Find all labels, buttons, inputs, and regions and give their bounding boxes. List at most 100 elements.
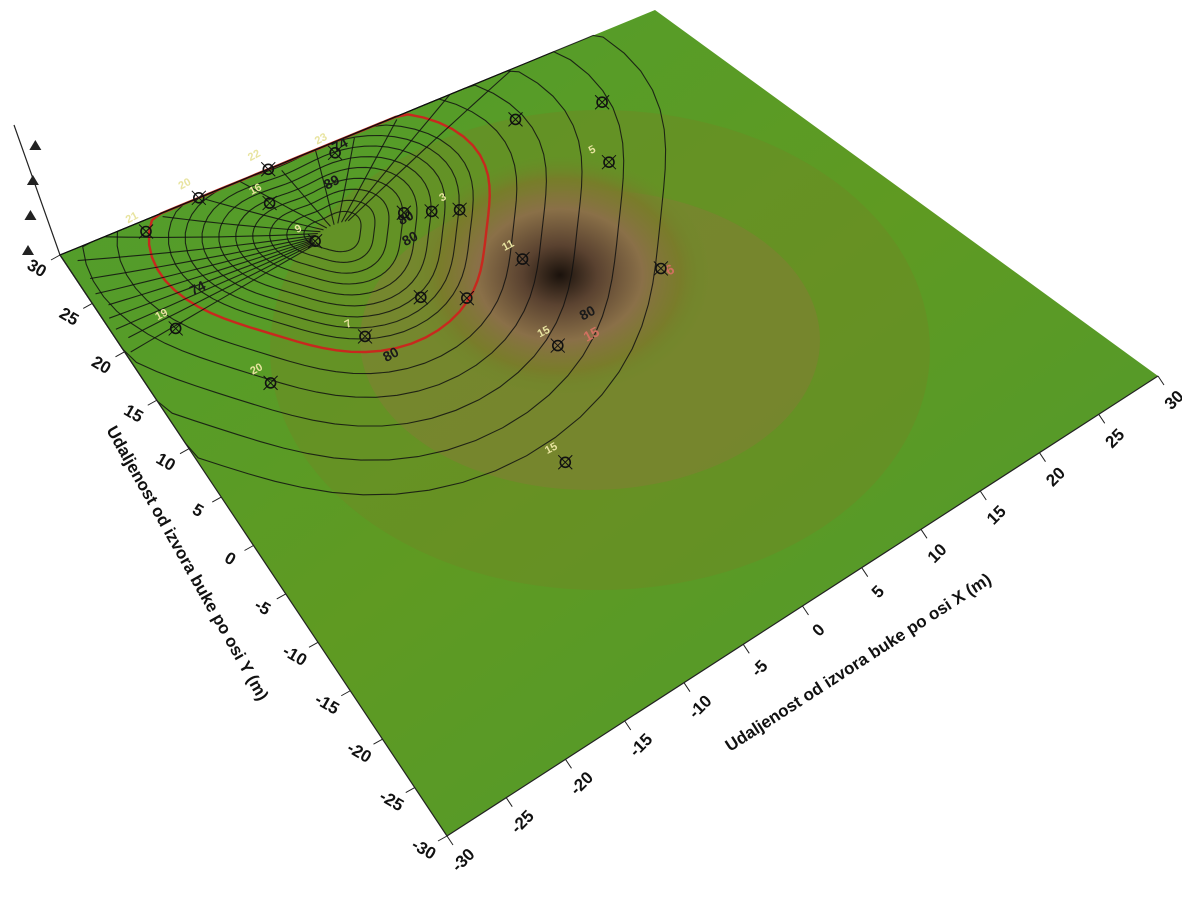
x-tick-label: 30 bbox=[1161, 387, 1182, 414]
measurement-point: 20 bbox=[248, 361, 278, 391]
marker-label: 9 bbox=[293, 222, 304, 235]
marker-cross bbox=[307, 233, 323, 249]
y-tick-mark bbox=[276, 593, 286, 600]
y-tick-mark bbox=[405, 787, 415, 794]
measurement-point: 15 bbox=[543, 441, 573, 470]
y-tick-label: 20 bbox=[88, 352, 114, 378]
marker-circle bbox=[193, 192, 205, 204]
contour-line bbox=[108, 239, 313, 306]
marker-circle bbox=[262, 163, 275, 176]
marker-cross bbox=[327, 145, 343, 161]
y-tick-label: 25 bbox=[56, 304, 82, 330]
y-tick-mark bbox=[83, 302, 93, 309]
measurement-point bbox=[459, 290, 475, 306]
z-axis-line bbox=[13, 124, 61, 256]
contour-label: 89 bbox=[321, 171, 342, 193]
contour-line bbox=[128, 242, 316, 339]
contour-line bbox=[95, 238, 314, 295]
x-tick-label: -20 bbox=[566, 768, 597, 799]
marker-cross bbox=[396, 205, 412, 221]
measurement-point bbox=[413, 289, 429, 305]
y-tick-mark bbox=[147, 399, 157, 406]
measurement-point: 7 bbox=[343, 318, 373, 344]
measurement-point: 3 bbox=[437, 191, 467, 218]
marker-circle bbox=[516, 253, 529, 265]
marker-cross bbox=[515, 251, 530, 267]
measurement-point: 20 bbox=[177, 176, 207, 206]
marker-cross bbox=[413, 289, 429, 305]
y-tick-label: -5 bbox=[251, 595, 274, 619]
y-tick-label: -15 bbox=[312, 690, 343, 719]
marker-label: 19 bbox=[153, 307, 169, 323]
x-tick-label: 20 bbox=[1042, 463, 1069, 490]
marker-circle bbox=[414, 291, 427, 304]
surface-peak bbox=[410, 155, 710, 395]
marker-cross bbox=[168, 321, 184, 336]
x-tick-mark bbox=[979, 490, 987, 501]
y-tick-mark bbox=[437, 835, 448, 842]
z-axis-tick bbox=[29, 140, 42, 150]
y-tick-label: -30 bbox=[408, 835, 439, 864]
contour-label: 15 bbox=[581, 323, 602, 345]
z-axis-tick bbox=[22, 245, 34, 255]
measurement-point: 23 bbox=[313, 131, 343, 161]
measurement-point bbox=[653, 261, 669, 276]
contour-line bbox=[281, 170, 331, 227]
contour-line bbox=[347, 70, 512, 222]
z-axis-tick bbox=[24, 210, 37, 220]
contour-line bbox=[109, 240, 313, 319]
x-tick-mark bbox=[1039, 452, 1046, 462]
marker-cross bbox=[357, 329, 373, 344]
y-tick-mark bbox=[373, 738, 383, 745]
marker-circle bbox=[359, 330, 371, 343]
marker-circle bbox=[329, 147, 341, 159]
marker-circle bbox=[509, 113, 522, 126]
measurement-point: 22 bbox=[246, 148, 276, 177]
y-tick-mark bbox=[244, 545, 254, 551]
contour-line bbox=[90, 236, 315, 280]
contour-label: 74 bbox=[329, 134, 350, 156]
marker-circle bbox=[603, 156, 615, 168]
y-tick-label: 30 bbox=[24, 255, 50, 281]
measurement-point: 16 bbox=[247, 181, 277, 211]
marker-label: 22 bbox=[246, 148, 262, 164]
measurement-point: 5 bbox=[587, 143, 617, 170]
marker-cross bbox=[260, 161, 276, 177]
marker-label: 3 bbox=[437, 191, 448, 204]
marker-circle bbox=[551, 339, 564, 352]
marker-cross bbox=[601, 154, 617, 170]
marker-circle bbox=[169, 322, 182, 335]
contour-line bbox=[77, 234, 316, 262]
marker-cross bbox=[191, 190, 207, 206]
x-tick-label: 0 bbox=[809, 620, 829, 640]
marker-label: 5 bbox=[587, 143, 598, 156]
x-tick-mark bbox=[920, 529, 928, 539]
z-axis-tick bbox=[26, 175, 39, 185]
marker-label: 15 bbox=[536, 324, 552, 340]
marker-label: 15 bbox=[543, 441, 559, 457]
contour-line bbox=[162, 216, 321, 233]
y-tick-label: 10 bbox=[153, 449, 179, 475]
marker-circle bbox=[140, 225, 152, 238]
x-tick-mark bbox=[505, 797, 513, 807]
x-tick-label: 5 bbox=[868, 582, 888, 602]
y-tick-mark bbox=[50, 254, 61, 261]
x-tick-label: -30 bbox=[448, 845, 479, 876]
marker-label: 23 bbox=[313, 131, 329, 147]
marker-circle bbox=[460, 292, 473, 304]
x-tick-mark bbox=[446, 835, 454, 846]
contour-line bbox=[337, 137, 355, 224]
x-tick-label: 10 bbox=[924, 540, 951, 567]
x-tick-mark bbox=[1157, 375, 1165, 386]
marker-cross bbox=[508, 112, 523, 127]
contour-label: 74 bbox=[187, 277, 208, 299]
marker-label: 7 bbox=[343, 318, 354, 331]
marker-cross bbox=[424, 204, 440, 219]
x-tick-mark bbox=[683, 682, 691, 692]
y-tick-mark bbox=[212, 496, 222, 503]
marker-cross bbox=[594, 94, 610, 110]
y-tick-mark bbox=[179, 448, 190, 455]
x-tick-mark bbox=[742, 644, 750, 654]
y-tick-label: -20 bbox=[344, 738, 375, 767]
